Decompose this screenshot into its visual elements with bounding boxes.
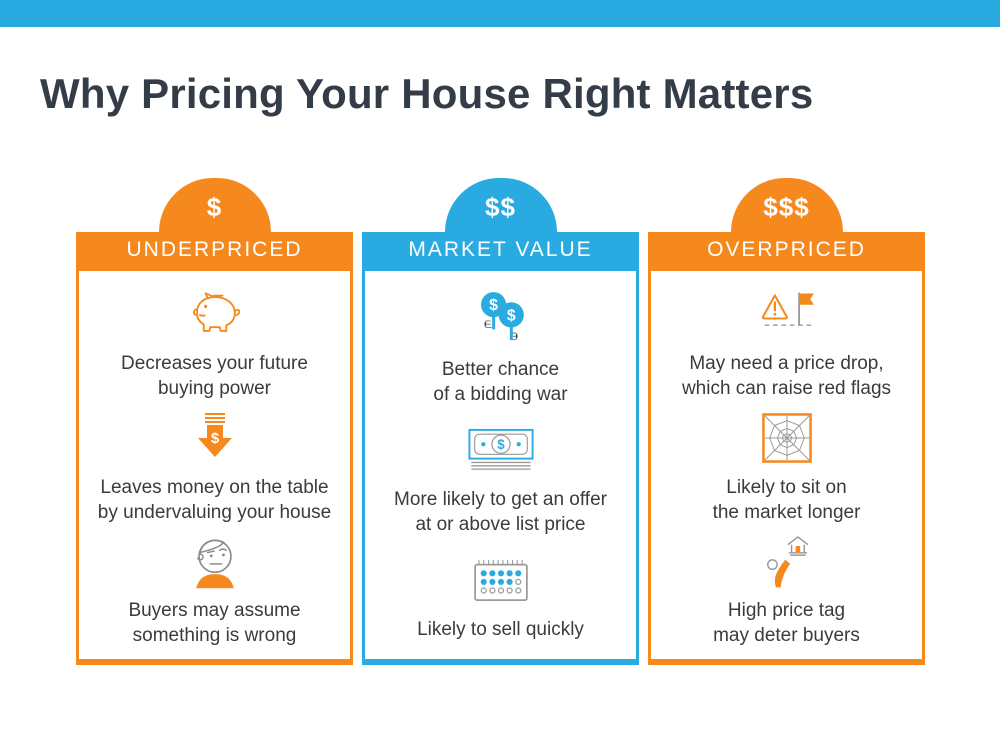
list-item: Likely to sit on the market longer — [651, 406, 922, 525]
caption-line: More likely to get an offer — [394, 489, 607, 510]
page-title: Why Pricing Your House Right Matters — [40, 70, 814, 118]
list-item: Decreases your future buying power — [79, 282, 350, 401]
svg-text:$: $ — [210, 430, 219, 447]
caption-line: may deter buyers — [713, 625, 860, 647]
overpriced-body: May need a price drop, which can raise r… — [648, 268, 925, 665]
bidding-paddles-icon: $ $ — [474, 288, 528, 352]
dollar-badge: $ — [206, 192, 223, 222]
list-item: $ More likely to get an offer at or abov… — [365, 418, 636, 537]
column-overpriced: $$$ OVERPRICED — [648, 178, 925, 665]
list-item: High price tag may deter buyers — [651, 529, 922, 648]
list-item: $ Leaves money on the table by undervalu… — [79, 406, 350, 525]
list-item: Buyers may assume something is wrong — [79, 529, 350, 648]
caption-line: Leaves money on the table — [100, 476, 329, 498]
dollar-bill-icon: $ — [467, 418, 535, 482]
caption-line: High price tag — [727, 600, 846, 622]
item-caption: Likely to sit on the market longer — [713, 475, 861, 525]
item-caption: Buyers may assume something is wrong — [128, 598, 300, 648]
cobweb-icon — [761, 406, 812, 470]
underpriced-header: UNDERPRICED — [76, 232, 353, 268]
top-accent-bar — [0, 0, 1000, 27]
market-value-body: $ $ Better chance of a bidding war — [362, 268, 639, 665]
caption-line: May need a price drop, — [689, 352, 884, 374]
item-caption: High price tag may deter buyers — [713, 598, 860, 648]
skeptical-buyer-icon — [185, 529, 245, 593]
underpriced-body: Decreases your future buying power $ — [76, 268, 353, 665]
column-market-value: $$ MARKET VALUE $ $ — [362, 178, 639, 665]
caption-line: buying power — [157, 377, 271, 399]
list-item: $ $ Better chance of a bidding war — [365, 288, 636, 407]
pricing-columns: $ UNDERPRICED — [76, 178, 925, 665]
caption-line: at or above list price — [415, 514, 586, 535]
list-item: Likely to sell quickly — [365, 548, 636, 642]
caption-line: Likely to sit on — [726, 476, 847, 498]
overpriced-header: OVERPRICED — [648, 232, 925, 268]
market-value-header: MARKET VALUE — [362, 232, 639, 268]
caption-line: something is wrong — [132, 625, 297, 647]
dollar-badge: $$ — [485, 192, 516, 222]
item-caption: Likely to sell quickly — [417, 617, 584, 642]
svg-text:$: $ — [506, 307, 515, 324]
dollar-badge: $$$ — [763, 192, 810, 222]
item-caption: May need a price drop, which can raise r… — [682, 351, 891, 401]
underpriced-badge-bump: $ — [158, 178, 271, 232]
caption-line: of a bidding war — [433, 384, 568, 405]
caption-line: Buyers may assume — [128, 600, 301, 622]
walk-away-icon — [757, 529, 817, 593]
caption-line: by undervaluing your house — [97, 501, 332, 523]
svg-text:$: $ — [497, 437, 505, 452]
money-down-arrow-icon: $ — [191, 406, 239, 470]
caption-line: the market longer — [712, 501, 861, 523]
caption-line: Likely to sell quickly — [417, 619, 584, 640]
warning-flag-icon — [756, 282, 818, 346]
column-underpriced: $ UNDERPRICED — [76, 178, 353, 665]
item-caption: More likely to get an offer at or above … — [394, 487, 607, 537]
caption-line: which can raise red flags — [681, 377, 892, 399]
piggy-bank-icon — [184, 282, 246, 346]
calendar-icon — [472, 548, 530, 612]
market-value-badge-bump: $$ — [444, 178, 557, 232]
svg-text:$: $ — [489, 297, 498, 314]
item-caption: Decreases your future buying power — [121, 351, 308, 401]
list-item: May need a price drop, which can raise r… — [651, 282, 922, 401]
caption-line: Better chance — [441, 359, 560, 380]
overpriced-badge-bump: $$$ — [730, 178, 843, 232]
caption-line: Decreases your future — [121, 352, 308, 374]
item-caption: Better chance of a bidding war — [433, 357, 567, 407]
item-caption: Leaves money on the table by undervaluin… — [98, 475, 331, 525]
